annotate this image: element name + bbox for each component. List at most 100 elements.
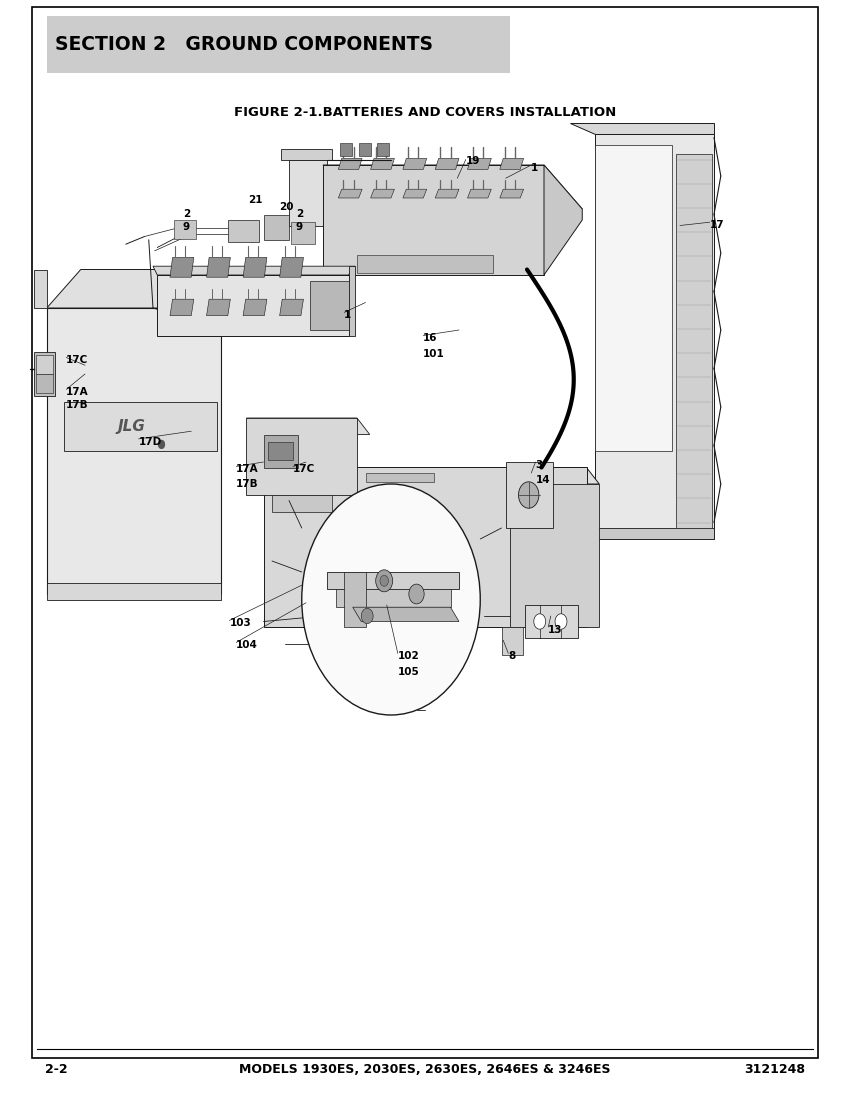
Text: 103: 103 — [230, 618, 252, 628]
Circle shape — [534, 614, 546, 629]
Circle shape — [361, 608, 373, 624]
Polygon shape — [289, 160, 327, 226]
Polygon shape — [357, 255, 493, 273]
Text: 3121248: 3121248 — [744, 1063, 805, 1076]
Polygon shape — [207, 257, 230, 277]
Text: 20: 20 — [279, 202, 293, 212]
Polygon shape — [243, 299, 267, 316]
Polygon shape — [500, 158, 524, 169]
Polygon shape — [327, 572, 459, 588]
Polygon shape — [280, 257, 303, 277]
Polygon shape — [595, 528, 714, 539]
Polygon shape — [264, 214, 289, 240]
Polygon shape — [344, 572, 366, 627]
Polygon shape — [170, 299, 194, 316]
Polygon shape — [34, 352, 55, 396]
Text: 13: 13 — [548, 625, 563, 635]
Polygon shape — [36, 355, 53, 374]
Text: 3: 3 — [536, 460, 543, 470]
Polygon shape — [264, 468, 586, 627]
Polygon shape — [544, 165, 582, 275]
Text: 17C: 17C — [66, 355, 88, 365]
Polygon shape — [47, 308, 221, 594]
Circle shape — [518, 482, 539, 508]
Circle shape — [158, 440, 165, 449]
Text: 16: 16 — [423, 333, 438, 343]
Polygon shape — [595, 145, 672, 451]
Polygon shape — [403, 158, 427, 169]
Text: JLG: JLG — [118, 419, 145, 435]
Polygon shape — [310, 280, 348, 330]
Polygon shape — [207, 299, 230, 316]
Polygon shape — [268, 442, 293, 460]
Text: 9: 9 — [183, 222, 190, 232]
Polygon shape — [280, 299, 303, 316]
Polygon shape — [525, 605, 578, 638]
Polygon shape — [468, 158, 491, 169]
Text: 17A: 17A — [66, 387, 89, 397]
Text: 1: 1 — [531, 163, 539, 173]
Text: 14: 14 — [536, 475, 550, 485]
Text: 17A: 17A — [236, 464, 259, 474]
Text: 105: 105 — [398, 667, 420, 676]
Polygon shape — [246, 418, 357, 495]
Polygon shape — [506, 462, 552, 528]
Polygon shape — [246, 418, 370, 434]
Text: 2: 2 — [296, 209, 303, 219]
Polygon shape — [64, 402, 217, 451]
Circle shape — [302, 484, 480, 715]
Circle shape — [380, 575, 388, 586]
Polygon shape — [174, 220, 196, 239]
Polygon shape — [500, 189, 524, 198]
Text: 19: 19 — [466, 156, 480, 166]
Polygon shape — [403, 189, 427, 198]
Polygon shape — [157, 275, 348, 336]
Polygon shape — [359, 143, 371, 156]
Text: 9: 9 — [296, 222, 303, 232]
Polygon shape — [371, 189, 394, 198]
Polygon shape — [36, 374, 53, 393]
Text: 17B: 17B — [66, 400, 89, 410]
Polygon shape — [502, 627, 523, 654]
Polygon shape — [338, 158, 362, 169]
Polygon shape — [371, 158, 394, 169]
Polygon shape — [340, 143, 352, 156]
Polygon shape — [264, 468, 599, 484]
Polygon shape — [34, 270, 47, 308]
Polygon shape — [338, 189, 362, 198]
Circle shape — [376, 570, 393, 592]
Text: SECTION 2   GROUND COMPONENTS: SECTION 2 GROUND COMPONENTS — [55, 35, 434, 54]
Text: 1: 1 — [344, 310, 352, 320]
Polygon shape — [570, 123, 714, 134]
Circle shape — [555, 614, 567, 629]
Text: MODELS 1930ES, 2030ES, 2630ES, 2646ES & 3246ES: MODELS 1930ES, 2030ES, 2630ES, 2646ES & … — [239, 1063, 611, 1076]
Bar — [47, 16, 510, 74]
Text: 102: 102 — [398, 651, 420, 661]
Text: 17: 17 — [710, 220, 724, 230]
Polygon shape — [353, 607, 459, 621]
Polygon shape — [228, 220, 259, 242]
Polygon shape — [435, 158, 459, 169]
Polygon shape — [153, 266, 355, 275]
Polygon shape — [676, 154, 712, 528]
Polygon shape — [47, 270, 221, 308]
Text: 8: 8 — [508, 651, 516, 661]
Polygon shape — [510, 484, 599, 627]
Polygon shape — [435, 189, 459, 198]
Polygon shape — [272, 495, 332, 512]
Polygon shape — [468, 189, 491, 198]
Polygon shape — [47, 583, 221, 600]
Polygon shape — [264, 434, 298, 468]
Text: 17D: 17D — [139, 437, 162, 447]
Polygon shape — [291, 222, 314, 244]
Text: 104: 104 — [236, 640, 258, 650]
Circle shape — [409, 584, 424, 604]
Polygon shape — [336, 588, 450, 607]
Text: FIGURE 2-1.BATTERIES AND COVERS INSTALLATION: FIGURE 2-1.BATTERIES AND COVERS INSTALLA… — [234, 106, 616, 119]
Polygon shape — [323, 165, 544, 275]
Polygon shape — [243, 257, 267, 277]
Polygon shape — [348, 266, 355, 336]
Text: 17C: 17C — [293, 464, 315, 474]
Polygon shape — [595, 134, 714, 539]
Text: 101: 101 — [423, 349, 445, 359]
